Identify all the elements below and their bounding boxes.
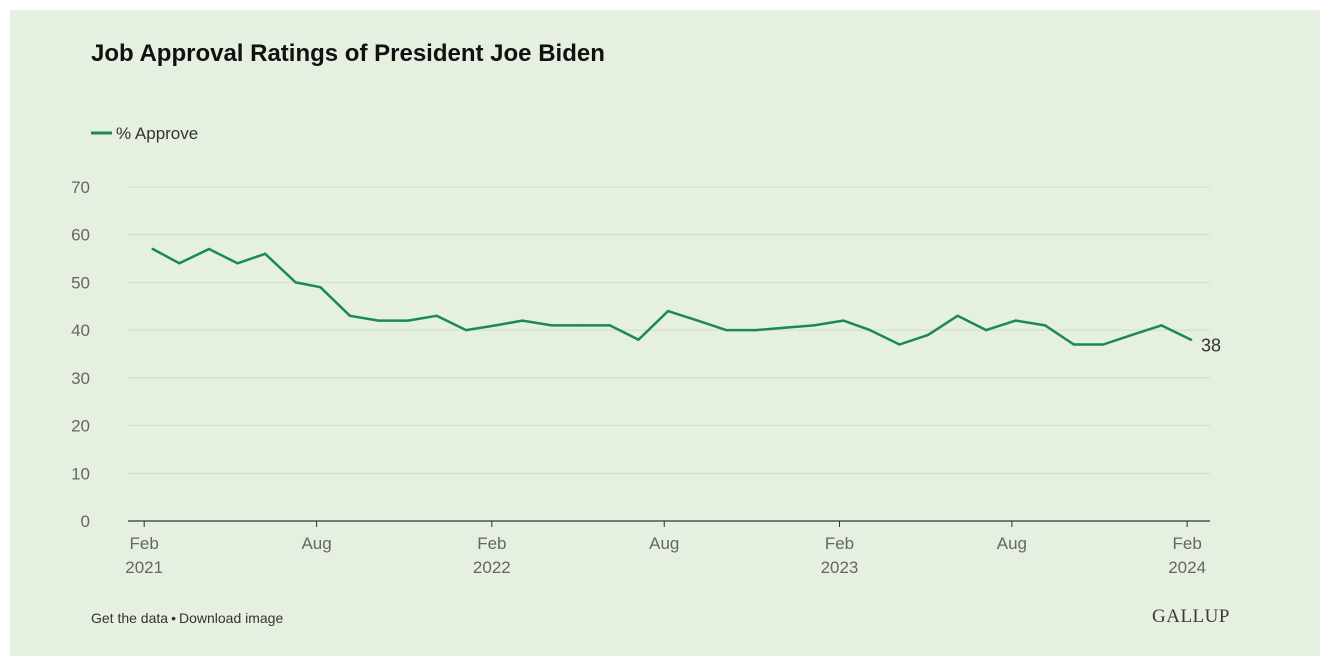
legend: % Approve [91, 124, 198, 143]
y-tick-label: 20 [71, 417, 90, 436]
data-point [294, 281, 297, 284]
last-value-label: 38 [1201, 336, 1221, 356]
legend-label: % Approve [116, 124, 198, 143]
chart-plot: % Approve 0 10 20 30 40 50 60 70 Feb 2021 Aug Feb 2… [71, 124, 1221, 577]
x-tick-label-month: Feb [1172, 534, 1201, 553]
x-tick-label-month: Aug [649, 534, 679, 553]
gallup-logo: GALLUP [1152, 606, 1230, 627]
footer-separator: • [171, 610, 176, 626]
y-tick-label: 40 [71, 321, 90, 340]
x-tick-label-year: 2021 [125, 558, 163, 577]
x-tick-label-year: 2024 [1168, 558, 1206, 577]
y-tick-label: 30 [71, 369, 90, 388]
x-tick-label-year: 2023 [821, 558, 859, 577]
data-point [812, 324, 815, 327]
data-point [696, 319, 699, 322]
data-point [406, 319, 410, 322]
data-point [464, 328, 468, 332]
y-tick-label: 50 [71, 273, 90, 292]
data-point [1044, 324, 1047, 327]
data-point [724, 328, 728, 332]
y-tick-label: 0 [81, 512, 90, 531]
y-tick-label: 10 [71, 464, 90, 483]
x-tick-label-month: Aug [997, 534, 1027, 553]
data-point [1072, 343, 1075, 346]
download-image-link[interactable]: Download image [178, 610, 284, 626]
y-tick-label: 60 [71, 226, 90, 245]
data-point [521, 319, 524, 322]
x-tick-label-month: Feb [825, 534, 854, 553]
data-point [1189, 338, 1193, 341]
chart-card: Job Approval Ratings of President Joe Bi… [10, 10, 1320, 656]
data-point [348, 314, 352, 318]
data-point [377, 319, 380, 322]
data-point [178, 262, 181, 265]
data-point [926, 333, 930, 337]
x-tick-label-year: 2022 [473, 558, 511, 577]
data-point [435, 314, 438, 318]
data-point [956, 314, 959, 318]
data-point [236, 262, 239, 265]
x-tick-label-month: Feb [477, 534, 506, 553]
data-point [1014, 319, 1017, 322]
data-point [842, 319, 845, 322]
get-data-link[interactable]: Get the data [91, 610, 169, 626]
data-point [207, 247, 211, 251]
data-point [1130, 333, 1134, 337]
data-point [319, 286, 322, 289]
data-point [783, 326, 786, 329]
data-point [550, 324, 554, 327]
x-tick-label-month: Feb [130, 534, 159, 553]
data-point [1160, 324, 1163, 327]
footer-links: Get the data • Download image [91, 610, 283, 626]
data-point [666, 309, 670, 313]
data-point [754, 328, 757, 332]
data-point [637, 338, 640, 341]
chart-title: Job Approval Ratings of President Joe Bi… [91, 40, 605, 67]
data-point [868, 328, 872, 332]
data-point [984, 328, 988, 332]
data-point [263, 252, 267, 255]
data-point [898, 343, 901, 346]
y-tick-label: 70 [71, 178, 90, 197]
x-tick-label-month: Aug [301, 534, 331, 553]
data-point [494, 324, 497, 327]
data-point [608, 324, 612, 327]
data-point [579, 324, 582, 327]
data-point [151, 247, 154, 251]
data-point [1102, 343, 1105, 346]
